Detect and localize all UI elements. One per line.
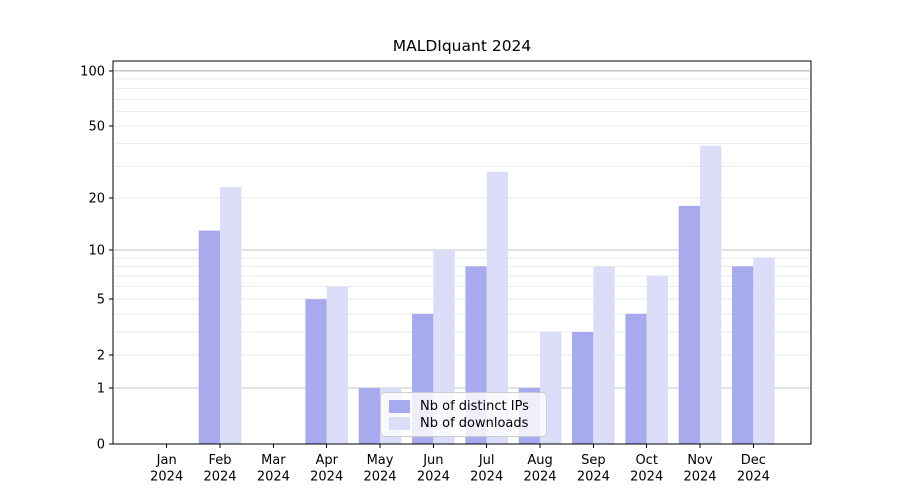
x-tick-label-year: 2024 xyxy=(470,470,503,485)
x-tick-label-month: May xyxy=(367,453,394,468)
plot-border xyxy=(112,60,812,445)
legend: Nb of distinct IPs Nb of downloads xyxy=(380,392,547,437)
x-tick-label-month: Aug xyxy=(527,453,552,468)
bar-distinct-ips xyxy=(572,331,594,444)
x-tick-label-month: Jun xyxy=(422,453,443,468)
x-tick-label-month: Dec xyxy=(741,453,766,468)
x-tick-label-year: 2024 xyxy=(257,470,290,485)
y-tick-label: 1 xyxy=(97,381,105,396)
bar-distinct-ips xyxy=(678,205,701,444)
chart-title: MALDIquant 2024 xyxy=(392,37,532,55)
x-tick-label-year: 2024 xyxy=(683,470,716,485)
x-tick-label-month: Apr xyxy=(315,453,338,468)
x-tick-label-year: 2024 xyxy=(150,470,183,485)
bar-downloads xyxy=(593,266,615,444)
bar-downloads xyxy=(326,286,349,444)
x-tick-label-year: 2024 xyxy=(577,470,610,485)
bar-downloads xyxy=(486,171,509,444)
legend-swatch-downloads xyxy=(389,417,410,430)
x-tick-label-month: Sep xyxy=(581,453,606,468)
legend-label-distinct-ips: Nb of distinct IPs xyxy=(420,399,529,414)
x-tick-label-month: Feb xyxy=(209,453,232,468)
bar-downloads xyxy=(220,187,242,444)
y-tick-label: 50 xyxy=(88,120,105,135)
bar-distinct-ips xyxy=(625,313,647,444)
x-tick-label-year: 2024 xyxy=(523,470,556,485)
bar-distinct-ips xyxy=(305,299,327,444)
x-tick-label-year: 2024 xyxy=(737,470,770,485)
y-tick-label: 10 xyxy=(88,244,105,259)
y-tick-label: 100 xyxy=(80,64,105,79)
x-tick-label-month: Oct xyxy=(635,453,657,468)
x-tick-label-year: 2024 xyxy=(417,470,450,485)
y-tick-label: 20 xyxy=(88,191,105,206)
bar-downloads xyxy=(753,257,775,444)
y-tick-label: 0 xyxy=(97,438,105,453)
x-tick-label-year: 2024 xyxy=(363,470,396,485)
bar-downloads xyxy=(700,145,722,445)
bar-distinct-ips xyxy=(358,387,381,444)
x-tick-label-year: 2024 xyxy=(310,470,343,485)
legend-entry-distinct-ips: Nb of distinct IPs xyxy=(389,398,546,415)
legend-entry-downloads: Nb of downloads xyxy=(389,415,546,432)
x-tick-label-month: Mar xyxy=(261,453,286,468)
x-tick-label-year: 2024 xyxy=(630,470,663,485)
x-tick-label-month: Jul xyxy=(478,453,495,468)
y-tick-label: 5 xyxy=(97,293,105,308)
legend-swatch-distinct-ips xyxy=(389,400,410,413)
bar-downloads xyxy=(646,275,669,444)
x-tick-label-year: 2024 xyxy=(203,470,236,485)
bar-distinct-ips xyxy=(732,266,754,444)
legend-label-downloads: Nb of downloads xyxy=(420,416,529,431)
y-tick-label: 2 xyxy=(97,349,105,364)
bar-distinct-ips xyxy=(198,230,221,444)
x-tick-label-month: Jan xyxy=(156,453,177,468)
x-tick-label-month: Nov xyxy=(687,453,713,468)
